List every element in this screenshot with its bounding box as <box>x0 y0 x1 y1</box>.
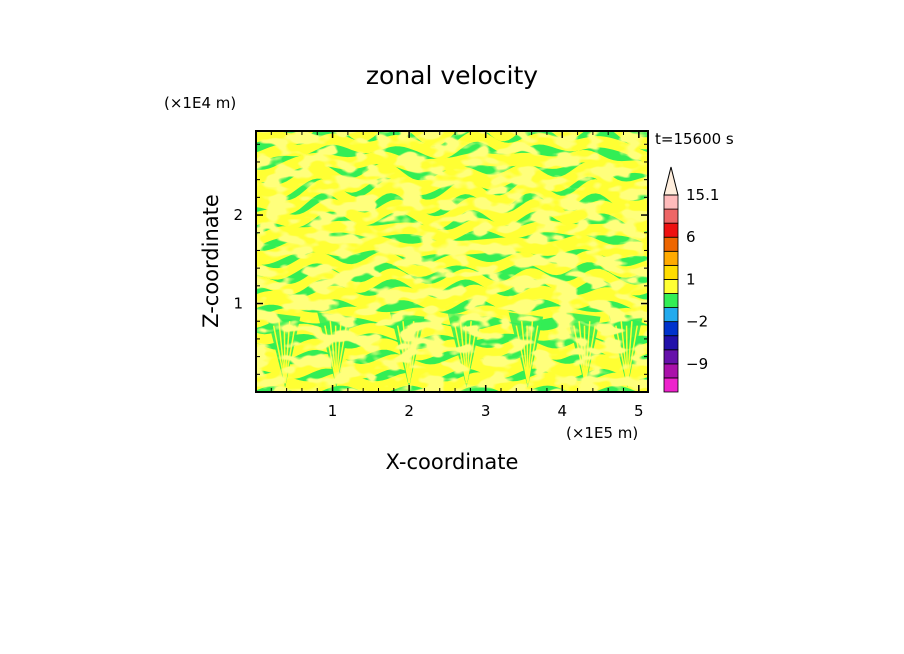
x-tick-label: 2 <box>404 402 414 420</box>
colorbar-label: −9 <box>686 355 708 373</box>
colorbar-segment <box>663 321 679 337</box>
colorbar-label: −2 <box>686 313 708 331</box>
contour-field <box>256 131 648 392</box>
colorbar-segment <box>663 222 679 238</box>
colorbar-segment <box>663 250 679 266</box>
x-tick-label: 1 <box>328 402 338 420</box>
y-axis: 12 <box>233 143 648 375</box>
y-tick-label: 2 <box>233 206 243 224</box>
y-axis-label: Z-coordinate <box>199 194 223 328</box>
y-axis-unit: (×1E4 m) <box>164 94 236 112</box>
x-tick-label: 4 <box>557 402 567 420</box>
x-tick-label: 5 <box>634 402 644 420</box>
colorbar-segment <box>663 279 679 294</box>
plot-frame <box>255 130 649 393</box>
colorbar-segment <box>663 208 679 224</box>
colorbar-label: 6 <box>686 228 696 246</box>
colorbar-label: 1 <box>686 270 696 288</box>
colorbar-segment <box>663 377 679 393</box>
colorbar: 15.1 6 1 −2 −9 <box>663 166 719 393</box>
colorbar-segment <box>663 236 679 252</box>
colorbar-segment <box>663 335 679 351</box>
x-tick-label: 3 <box>481 402 491 420</box>
x-axis-label: X-coordinate <box>386 450 519 474</box>
time-label: t=15600 s <box>655 130 734 148</box>
colorbar-segment <box>663 293 679 308</box>
chart-title: zonal velocity <box>366 61 538 90</box>
colorbar-segment <box>663 363 679 379</box>
x-axis: 1 2 3 4 5 <box>270 131 644 420</box>
colorbar-segment <box>663 349 679 365</box>
colorbar-extend-arrow <box>663 166 679 196</box>
colorbar-segment <box>663 194 679 210</box>
colorbar-label: 15.1 <box>686 186 719 204</box>
colorbar-segment <box>663 264 679 280</box>
colorbar-segment <box>663 307 679 323</box>
y-tick-label: 1 <box>233 295 243 313</box>
field-texture <box>256 131 648 392</box>
x-axis-unit: (×1E5 m) <box>566 424 638 442</box>
